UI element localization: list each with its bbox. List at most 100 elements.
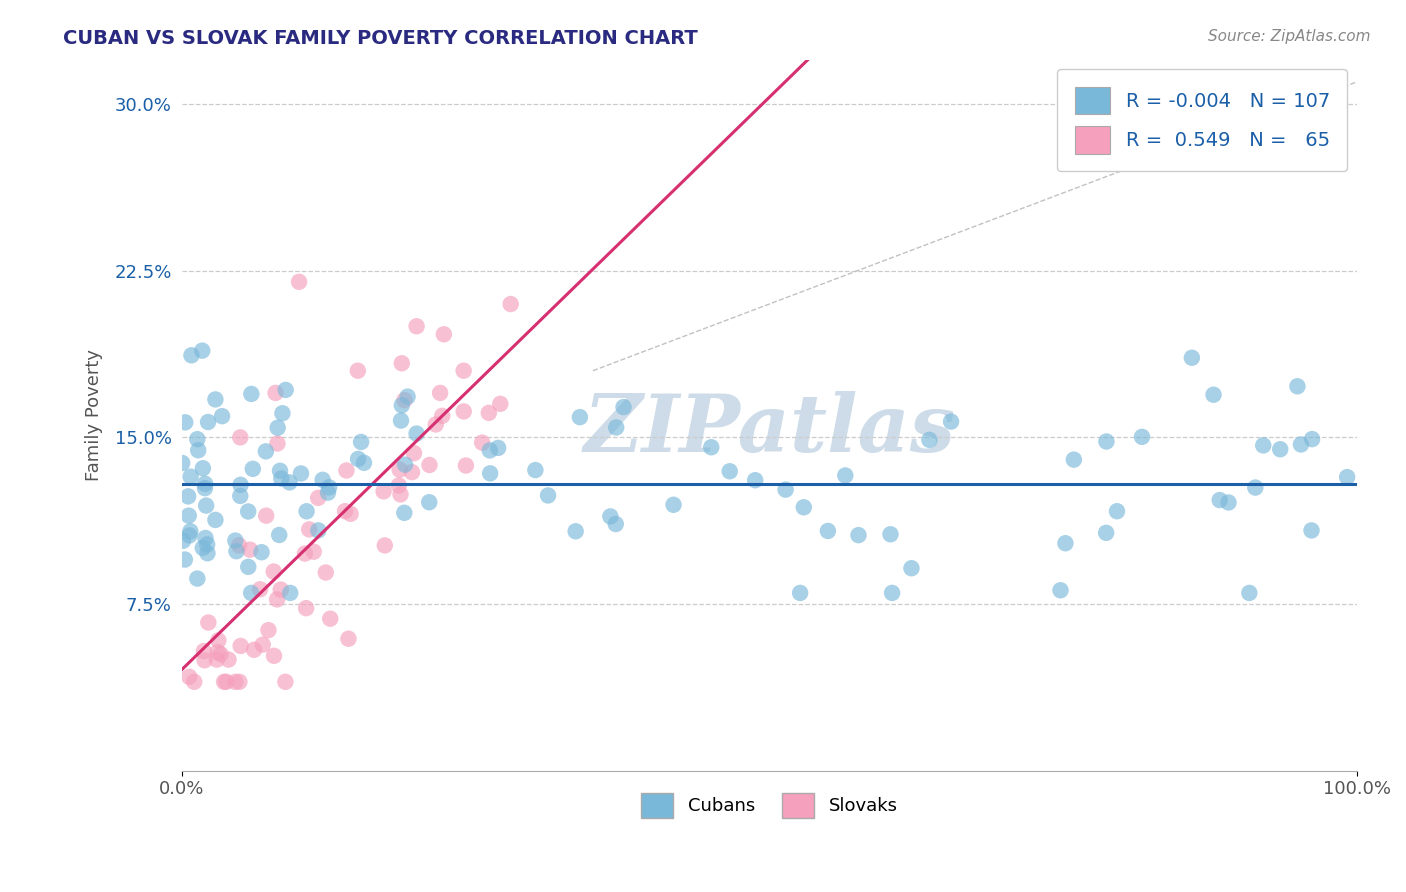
Point [537,488,560,502]
Point [238,559,260,574]
Point [266,436,288,450]
Point [298,523,321,537]
Point [212,674,235,689]
Point [335,463,357,477]
Point [662,498,685,512]
Point [197,415,219,429]
Point [318,480,340,494]
Point [418,495,440,509]
Point [194,481,217,495]
Point [405,426,427,441]
Point [215,674,238,689]
Point [319,612,342,626]
Point [254,444,277,458]
Point [478,406,501,420]
Point [263,648,285,663]
Point [1105,504,1128,518]
Point [489,397,512,411]
Point [453,364,475,378]
Point [775,483,797,497]
Point [269,464,291,478]
Point [274,383,297,397]
Point [179,524,201,539]
Point [180,469,202,483]
Point [339,507,361,521]
Point [834,468,856,483]
Point [789,586,811,600]
Point [1054,536,1077,550]
Point [605,516,627,531]
Point [243,642,266,657]
Point [207,645,229,659]
Point [307,491,329,505]
Point [405,319,427,334]
Point [1202,388,1225,402]
Point [257,623,280,637]
Point [173,552,195,566]
Point [205,652,228,666]
Point [252,638,274,652]
Point [224,674,246,689]
Point [396,390,419,404]
Point [278,586,301,600]
Point [1130,430,1153,444]
Point [479,467,502,481]
Text: CUBAN VS SLOVAK FAMILY POVERTY CORRELATION CHART: CUBAN VS SLOVAK FAMILY POVERTY CORRELATI… [63,29,697,47]
Point [817,524,839,538]
Point [718,464,741,478]
Point [218,652,240,666]
Point [186,572,208,586]
Point [294,547,316,561]
Point [191,461,214,475]
Point [347,364,370,378]
Point [177,508,200,523]
Point [194,476,217,491]
Y-axis label: Family Poverty: Family Poverty [86,349,103,481]
Point [1301,432,1323,446]
Point [391,356,413,370]
Point [1063,452,1085,467]
Point [471,435,494,450]
Point [1336,470,1358,484]
Point [242,462,264,476]
Point [187,443,209,458]
Text: Source: ZipAtlas.com: Source: ZipAtlas.com [1208,29,1371,44]
Point [402,446,425,460]
Point [228,538,250,552]
Point [179,528,201,542]
Point [225,544,247,558]
Point [1208,493,1230,508]
Point [316,485,339,500]
Point [882,586,904,600]
Point [350,434,373,449]
Point [353,456,375,470]
Point [183,674,205,689]
Point [254,508,277,523]
Text: ZIPatlas: ZIPatlas [583,391,955,468]
Point [499,297,522,311]
Point [194,531,217,545]
Point [1244,481,1267,495]
Point [194,653,217,667]
Point [249,582,271,597]
Point [333,504,356,518]
Point [191,541,214,555]
Point [454,458,477,473]
Point [177,489,200,503]
Point [879,527,901,541]
Point [401,465,423,479]
Point [1095,525,1118,540]
Point [195,537,218,551]
Point [186,432,208,446]
Point [228,674,250,689]
Point [229,478,252,492]
Point [1289,437,1312,451]
Point [274,674,297,689]
Point [564,524,586,539]
Point [264,385,287,400]
Point [612,400,634,414]
Point [1218,495,1240,509]
Point [278,475,301,490]
Point [288,275,311,289]
Point [204,513,226,527]
